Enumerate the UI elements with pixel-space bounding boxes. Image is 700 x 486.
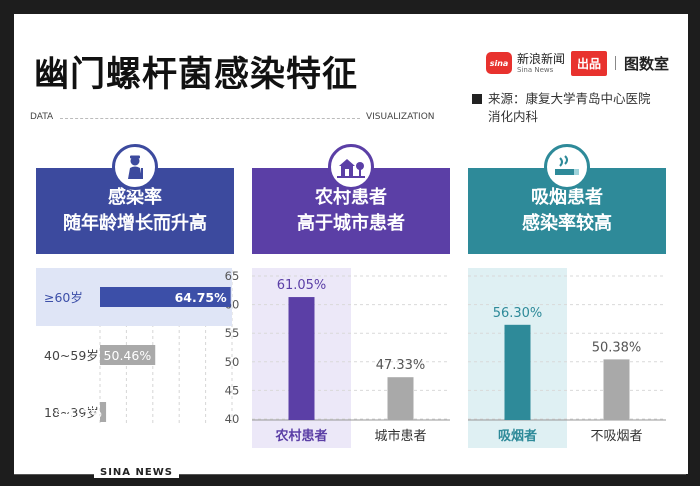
bar [603, 359, 630, 420]
footer-line [14, 474, 686, 475]
panel-head-smoking: 吸烟患者 感染率较高 [468, 168, 666, 254]
tick-label: 50 [225, 355, 240, 369]
tick-label: 55 [225, 326, 240, 340]
bar [100, 287, 231, 307]
panel-head-line1: 感染率 [108, 187, 162, 208]
source-note: 来源：康复大学青岛中心医院 消化内科 [472, 90, 651, 126]
panel-head-line1: 农村患者 [315, 187, 387, 208]
category-label: 吸烟者 [498, 428, 537, 444]
source-line-2: 消化内科 [488, 109, 539, 124]
cigarette-smoke-icon [544, 144, 590, 190]
brand-name-en: Sina News [517, 65, 554, 74]
brand-lab-name: 图数室 [624, 54, 670, 73]
panel-head-line2: 高于城市患者 [297, 213, 405, 234]
footer: SINA NEWS [0, 464, 700, 486]
tick-label: 45 [225, 383, 240, 397]
visualization-label: VISUALIZATION [366, 112, 435, 122]
data-label: 41.15% [54, 405, 102, 420]
category-label: 40~59岁 [44, 348, 99, 363]
tick-label: 40 [225, 412, 240, 426]
tick-label: 65 [225, 269, 240, 283]
brand-text: 新浪新闻 Sina News [517, 53, 565, 74]
brand-name-cn: 新浪新闻 [517, 51, 566, 66]
elderly-person-icon [112, 144, 158, 190]
sina-logo-icon: sina [486, 52, 512, 74]
bar [504, 324, 531, 420]
panel-head-line1: 吸烟患者 [531, 187, 603, 208]
data-label: 56.30% [493, 306, 543, 321]
bar [288, 297, 315, 420]
panel-head-line2: 感染率较高 [522, 213, 612, 234]
category-label: 18~39岁 [44, 405, 99, 420]
category-label: 农村患者 [274, 428, 327, 444]
bar [100, 402, 107, 422]
bar [387, 377, 414, 420]
data-label: 50.38% [592, 340, 642, 355]
panel-head-age: 感染率 随年龄增长而升高 [36, 168, 234, 254]
data-label: 47.33% [376, 358, 426, 373]
footer-brand: SINA NEWS [94, 467, 179, 478]
brand-badge: 出品 [571, 50, 608, 76]
brand-bar: sina 新浪新闻 Sina News 出品 图数室 [486, 50, 669, 76]
data-label: 64.75% [175, 290, 228, 305]
data-label: 61.05% [277, 278, 327, 293]
data-label: DATA [30, 112, 54, 122]
panel-head-line2: 随年龄增长而升高 [63, 213, 207, 234]
source-bullet-icon [472, 94, 482, 104]
source-line-1: 来源：康复大学青岛中心医院 [488, 91, 651, 106]
village-house-icon [328, 144, 374, 190]
category-label: 不吸烟者 [590, 429, 642, 444]
category-label: ≥60岁 [44, 290, 83, 305]
page-title: 幽门螺杆菌感染特征 [34, 55, 359, 95]
divider [60, 118, 360, 119]
brand-separator [615, 56, 617, 70]
data-label: 50.46% [104, 348, 152, 363]
category-label: 城市患者 [374, 428, 426, 444]
bar [100, 345, 156, 365]
